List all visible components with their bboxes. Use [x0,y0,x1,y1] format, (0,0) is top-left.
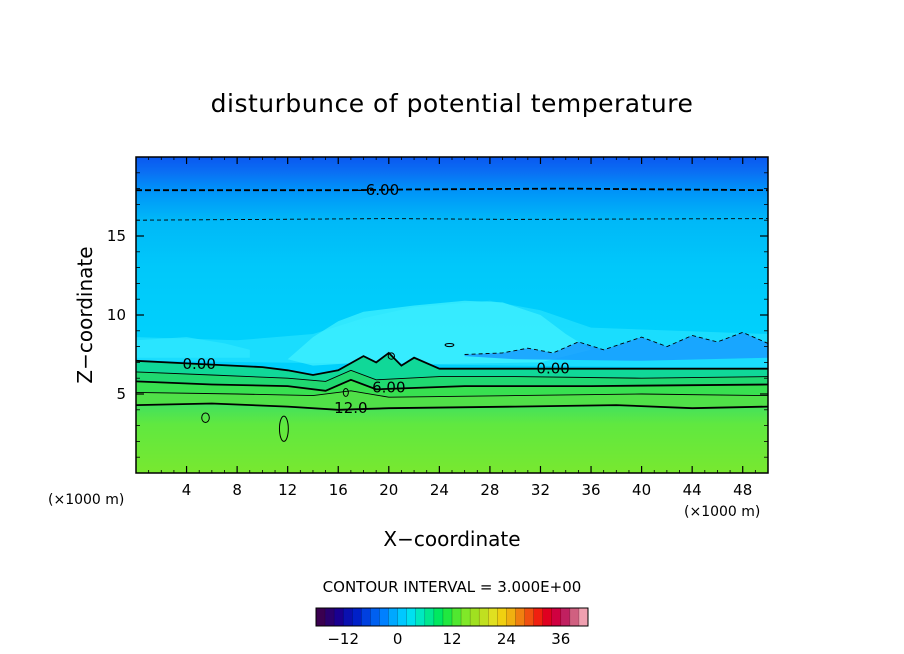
contour-interval: CONTOUR INTERVAL = 3.000E+00 [323,578,582,596]
colorbar-cell [388,608,398,626]
x-tick-label: 8 [232,481,242,499]
colorbar-cell [533,608,543,626]
colorbar-cell [397,608,407,626]
x-axis-ticks: 4 8 12 16 20 24 28 32 36 40 44 48 [148,157,756,499]
colorbar-cell [325,608,335,626]
x-tick-label: 24 [430,481,449,499]
colorbar-cell [551,608,562,626]
colorbar-cell [415,608,426,626]
contour-features [201,342,455,442]
contour-line-level-9 [136,390,768,398]
x-unit-left: (×1000 m) [48,492,124,508]
colorbar-tick-label: 12 [442,630,461,648]
contour-label: 0.00 [536,360,569,378]
colorbar-cell [334,608,344,626]
contour-feature-2 [342,387,349,397]
colorbar [315,607,589,627]
x-tick-label: 20 [379,481,398,499]
colorbar-cell [497,608,507,626]
contour-lines [136,187,768,411]
colorbar-cell [379,608,389,626]
colorbar-cell [542,608,553,626]
contour-label: 0.00 [182,355,215,373]
colorbar-ticks: −12 0 12 24 36 [327,630,570,648]
contour-line-level--6 [136,187,768,192]
x-tick-label: 40 [632,481,651,499]
colorbar-tick-label: 36 [551,630,570,648]
contour-line-level-3 [136,369,768,382]
contour-feature-0 [201,412,210,423]
colorbar-cell [424,608,435,626]
contour-feature-4 [444,342,455,348]
colorbar-cell [361,608,371,626]
x-tick-label: 48 [733,481,752,499]
x-axis-label: X−coordinate [383,527,520,551]
x-tick-label: 16 [329,481,348,499]
colorbar-cell [470,608,480,626]
colorbar-cell [524,608,534,626]
x-tick-label: 28 [480,481,499,499]
y-tick-label: 15 [107,227,126,245]
colorbar-tick-label: −12 [327,630,359,648]
x-tick-label: 32 [531,481,550,499]
colorbar-cell [352,608,362,626]
colorbar-cell [488,608,498,626]
contour-feature-1 [278,415,289,442]
colorbar-tick-label: 0 [393,630,403,648]
colorbar-cell [406,608,417,626]
contour-label: 12.0 [334,399,367,417]
colorbar-tick-label: 24 [497,630,516,648]
colorbar-cell [578,608,589,626]
cyan-blob [287,300,591,366]
colorbar-cell [515,608,525,626]
colorbar-cell [560,608,571,626]
colorbar-cell [452,608,462,626]
y-tick-label: 5 [116,385,126,403]
chart-title: disturbunce of potential temperature [211,89,694,118]
colorbar-cell [506,608,516,626]
x-tick-label: 44 [683,481,702,499]
colorbar-cell [442,608,453,626]
contour-feature-3 [387,352,395,360]
contour-labels: −6.00 0.00 0.00 6.00 12.0 [182,181,569,417]
colorbar-cell [433,608,444,626]
temperature-field [136,157,768,473]
x-tick-label: 4 [182,481,192,499]
y-axis-label: Z−coordinate [73,246,97,383]
colorbar-cell [479,608,489,626]
colorbar-cell [370,608,380,626]
colorbar-cell [569,608,580,626]
colorbar-cell [316,608,326,626]
ground-region [136,403,768,473]
y-tick-label: 10 [107,306,126,324]
x-tick-label: 36 [581,481,600,499]
x-tick-label: 12 [278,481,297,499]
contour-line-level--3 [464,331,768,355]
contour-line-level--3 [136,218,768,221]
contour-line-level-0 [136,351,768,376]
contour-line-level-12 [136,402,768,411]
colorbar-frame [315,607,589,627]
contour-line-level-6 [136,378,768,392]
blue-patch [464,332,768,361]
colorbar-cell [461,608,471,626]
x-unit-right: (×1000 m) [684,504,760,520]
y-axis-ticks: 5 10 15 [107,172,768,458]
contour-label: 6.00 [372,379,405,397]
left-cyan-patch [136,337,250,358]
contour-label: −6.00 [353,181,399,199]
colorbar-cell [343,608,353,626]
